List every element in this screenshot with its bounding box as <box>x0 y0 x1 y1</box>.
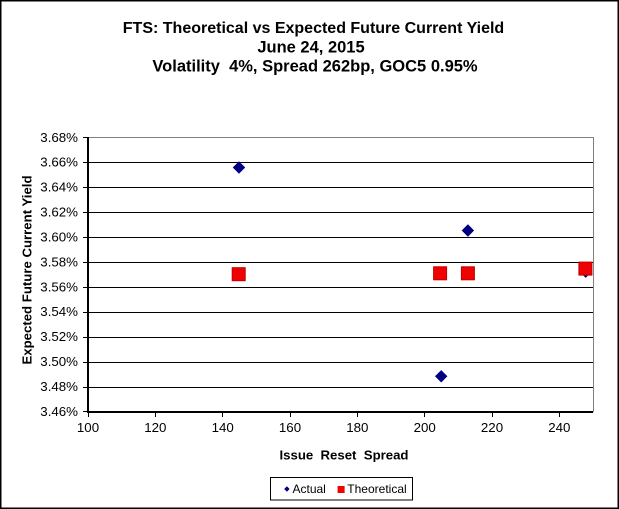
svg-text:Expected Future Current Yield: Expected Future Current Yield <box>20 175 35 364</box>
svg-text:3.66%: 3.66% <box>40 155 78 170</box>
svg-text:120: 120 <box>144 420 166 435</box>
svg-text:Actual: Actual <box>293 482 326 496</box>
svg-text:160: 160 <box>279 420 301 435</box>
svg-text:3.68%: 3.68% <box>40 130 78 145</box>
svg-text:140: 140 <box>212 420 234 435</box>
svg-text:100: 100 <box>77 420 99 435</box>
svg-text:240: 240 <box>548 420 570 435</box>
svg-text:3.46%: 3.46% <box>40 404 78 419</box>
svg-text:Volatility 4%, Spread 262bp,: Volatility 4%, Spread 262bp, GOC5 0.95% <box>152 58 478 76</box>
svg-text:3.52%: 3.52% <box>40 329 78 344</box>
svg-text:3.64%: 3.64% <box>40 180 78 195</box>
svg-text:3.62%: 3.62% <box>40 205 78 220</box>
svg-text:Issue Reset Spread: Issue Reset Spread <box>279 448 408 463</box>
svg-text:3.60%: 3.60% <box>40 229 78 244</box>
svg-text:3.54%: 3.54% <box>40 304 78 319</box>
svg-text:180: 180 <box>346 420 368 435</box>
svg-text:3.48%: 3.48% <box>40 379 78 394</box>
svg-text:200: 200 <box>414 420 436 435</box>
svg-text:FTS: Theoretical vs Expected F: FTS: Theoretical vs Expected Future Curr… <box>123 20 504 37</box>
svg-text:3.56%: 3.56% <box>40 279 78 294</box>
svg-text:June 24, 2015: June 24, 2015 <box>257 38 364 56</box>
svg-text:3.58%: 3.58% <box>40 254 78 269</box>
svg-text:220: 220 <box>481 420 503 435</box>
svg-text:3.50%: 3.50% <box>40 354 78 369</box>
svg-text:Theoretical: Theoretical <box>347 482 406 496</box>
